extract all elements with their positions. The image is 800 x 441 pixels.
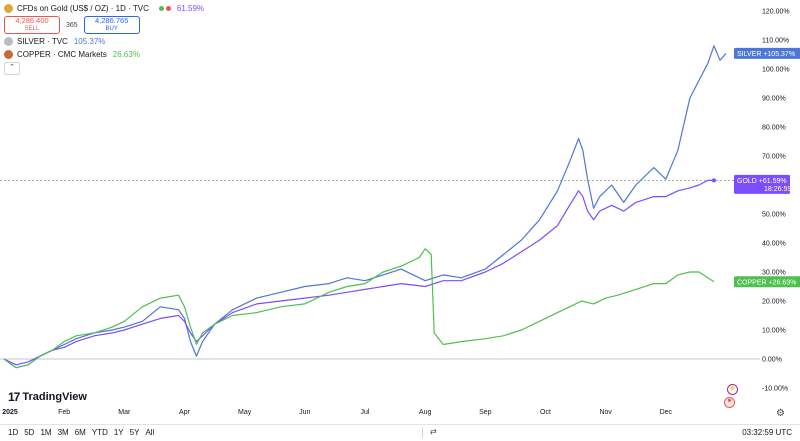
price-tags: SILVER +105.37% GOLD +61.59% 18:26:59 CO…: [734, 47, 800, 288]
timeframe-1m-button[interactable]: 1M: [40, 428, 52, 437]
y-tick-label: 90.00%: [762, 96, 786, 103]
gold-legend-title: CFDs on Gold (US$ / OZ) · 1D · TVC: [17, 4, 149, 13]
utc-clock[interactable]: 03:32:59 UTC: [742, 428, 792, 437]
silver-symbol-icon: [4, 37, 13, 46]
chart-legend: CFDs on Gold (US$ / OZ) · 1D · TVC 61.59…: [4, 2, 204, 75]
sell-label: SELL: [24, 26, 40, 32]
y-tick-label: 100.00%: [762, 67, 790, 74]
y-tick-label: 30.00%: [762, 270, 786, 277]
y-tick-label: 10.00%: [762, 328, 786, 335]
sell-price: 4,286.400: [15, 16, 49, 25]
x-tick-label: Mar: [118, 409, 131, 416]
gold-symbol-icon: [4, 4, 13, 13]
gold-legend-row[interactable]: CFDs on Gold (US$ / OZ) · 1D · TVC 61.59…: [4, 2, 204, 15]
x-tick-label: May: [238, 409, 252, 416]
x-tick-label: Dec: [660, 409, 673, 416]
silver-tag-label: SILVER +105.37%: [737, 51, 795, 58]
y-tick-label: 40.00%: [762, 241, 786, 248]
y-tick-label: 80.00%: [762, 125, 786, 132]
y-tick-label: 120.00%: [762, 9, 790, 16]
buy-price: 4,286.765: [95, 16, 129, 25]
date-range-icon[interactable]: ⇄: [430, 427, 437, 436]
buy-label: BUY: [105, 26, 118, 32]
tradingview-name: TradingView: [22, 391, 87, 403]
y-tick-label: -10.00%: [762, 386, 788, 393]
copper-legend-row[interactable]: COPPER · CMC Markets 26.63%: [4, 48, 204, 61]
timeframe-3m-button[interactable]: 3M: [57, 428, 69, 437]
price-axis[interactable]: 120.00%110.00%100.00%90.00%80.00%70.00%6…: [762, 9, 790, 393]
y-tick-label: 50.00%: [762, 212, 786, 219]
silver-price-tag: SILVER +105.37%: [734, 47, 800, 59]
flag-event-icon[interactable]: ⚑: [724, 397, 735, 408]
timeframe-ytd-button[interactable]: YTD: [91, 428, 108, 437]
series-lines: [3, 45, 727, 369]
timeframe-6m-button[interactable]: 6M: [74, 428, 86, 437]
y-tick-label: 0.00%: [762, 357, 782, 364]
gold-price-tag: GOLD +61.59% 18:26:59: [734, 174, 791, 194]
spread-value: 365: [66, 21, 78, 29]
status-dots-icon: [158, 6, 171, 11]
gear-icon[interactable]: ⚙: [776, 408, 785, 419]
buy-button[interactable]: 4,286.765 BUY: [83, 16, 140, 34]
timeframe-1d-button[interactable]: 1D: [8, 428, 19, 437]
gold-last-dot: [711, 178, 716, 183]
gold-legend-change: 61.59%: [176, 4, 205, 13]
y-tick-label: 70.00%: [762, 154, 786, 161]
silver-legend-row[interactable]: SILVER · TVC 105.37%: [4, 35, 204, 48]
x-tick-label: Apr: [179, 409, 191, 416]
copper-symbol-icon: [4, 50, 13, 59]
bottom-toolbar: 1D 5D 1M 3M 6M YTD 1Y 5Y All ⇄ 03:32:59 UTC: [0, 424, 800, 441]
x-tick-label: 2025: [2, 409, 18, 416]
silver-legend-change: 105.37%: [73, 37, 106, 46]
y-tick-label: 110.00%: [762, 38, 789, 45]
tradingview-logo[interactable]: 17 TradingView: [8, 390, 87, 404]
sell-button[interactable]: 4,286.400 SELL: [4, 16, 60, 34]
x-tick-label: Jun: [299, 409, 310, 416]
trade-buttons: 4,286.400 SELL 365 4,286.765 BUY: [4, 16, 204, 34]
x-tick-label: Feb: [58, 409, 70, 416]
silver-legend-title: SILVER · TVC: [17, 37, 68, 46]
timeframe-buttons: 1D 5D 1M 3M 6M YTD 1Y 5Y All: [8, 428, 154, 437]
timeframe-1y-button[interactable]: 1Y: [113, 428, 124, 437]
time-axis[interactable]: 2025 Feb Mar Apr May Jun Jul Aug Sep Oct Nov Dec: [2, 409, 672, 416]
x-tick-label: Jul: [361, 409, 370, 416]
x-tick-label: Oct: [540, 409, 551, 416]
copper-legend-change: 26.63%: [112, 50, 140, 59]
y-tick-label: 20.00%: [762, 299, 786, 306]
copper-series-line: [3, 248, 715, 369]
silver-series-line: [3, 45, 727, 369]
chevron-up-icon[interactable]: ⌃: [4, 62, 20, 75]
gold-series-line: [3, 179, 714, 366]
copper-price-tag: COPPER +26.63%: [734, 276, 800, 288]
timeframe-all-button[interactable]: All: [145, 428, 155, 437]
gold-tag-countdown: 18:26:59: [764, 186, 791, 193]
toolbar-divider: [422, 427, 423, 438]
tradingview-mark-icon: 17: [8, 390, 20, 404]
x-tick-label: Aug: [419, 409, 432, 416]
timeframe-5d-button[interactable]: 5D: [24, 428, 35, 437]
copper-legend-title: COPPER · CMC Markets: [17, 50, 107, 59]
x-tick-label: Nov: [599, 409, 612, 416]
lightning-event-icon[interactable]: ⚡: [727, 384, 738, 395]
gold-tag-label: GOLD +61.59%: [737, 178, 787, 185]
timeframe-5y-button[interactable]: 5Y: [129, 428, 140, 437]
copper-tag-label: COPPER +26.63%: [737, 279, 796, 286]
x-tick-label: Sep: [479, 409, 492, 416]
